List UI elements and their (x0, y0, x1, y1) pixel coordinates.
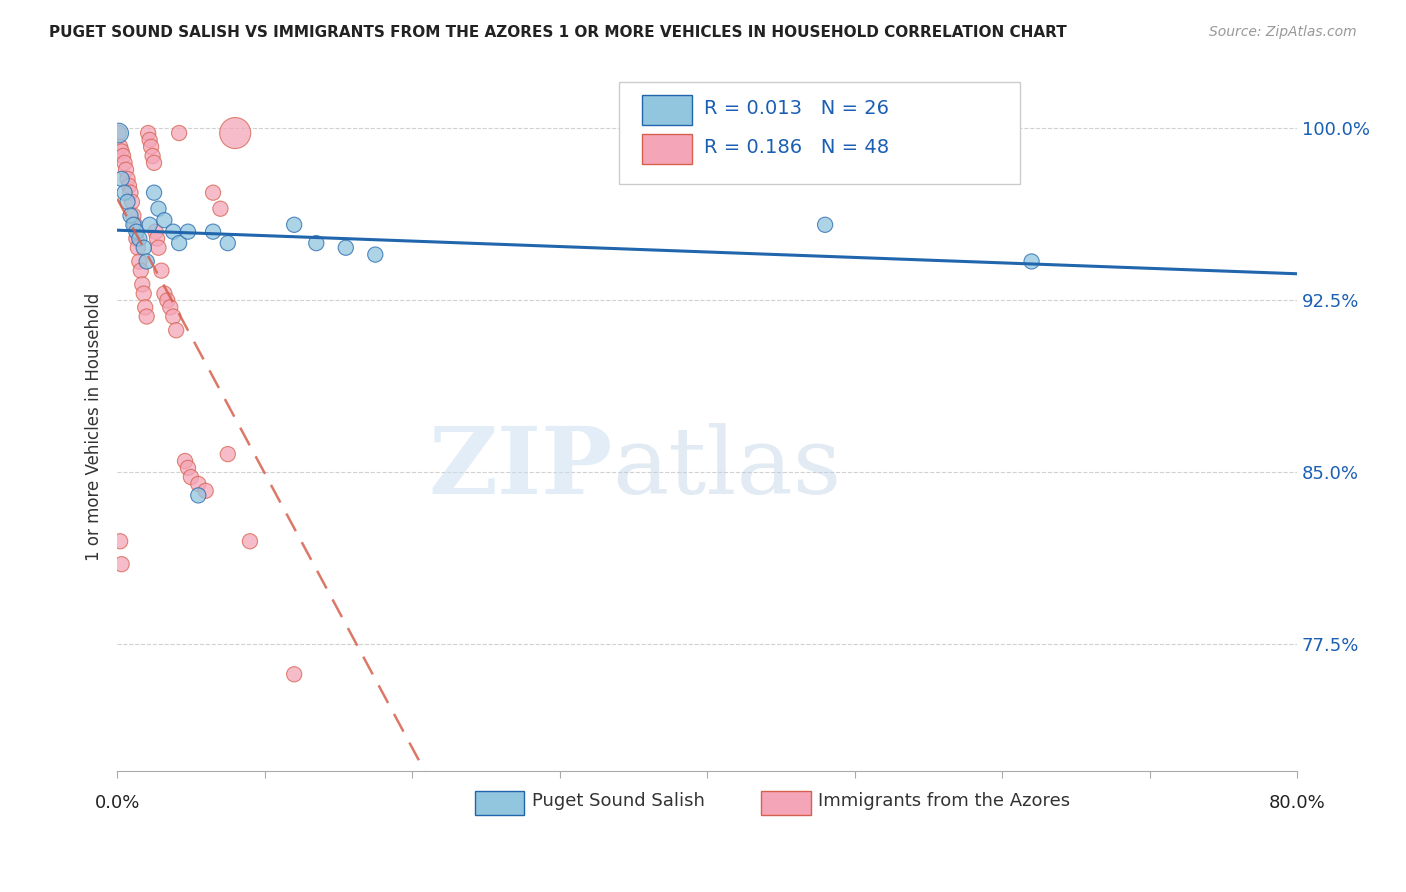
Point (117, 194, 139, 209)
Point (112, 149, 135, 163)
Text: atlas: atlas (613, 423, 842, 513)
Point (187, 488, 209, 502)
Point (124, 218, 146, 232)
Point (143, 186, 166, 200)
Point (202, 225, 225, 239)
Point (131, 277, 153, 292)
Point (217, 447, 239, 461)
Point (148, 241, 170, 255)
Text: Puget Sound Salish: Puget Sound Salish (533, 792, 706, 810)
Point (120, 209, 142, 223)
Point (122, 209, 145, 223)
Text: Immigrants from the Azores: Immigrants from the Azores (818, 792, 1070, 810)
Point (177, 225, 200, 239)
Point (121, 194, 143, 209)
Point (132, 286, 155, 301)
Point (135, 254, 157, 268)
Point (110, 558, 132, 572)
Point (115, 162, 138, 177)
Text: R = 0.186   N = 48: R = 0.186 N = 48 (703, 137, 889, 157)
Point (239, 534, 262, 549)
FancyBboxPatch shape (643, 134, 692, 164)
Point (139, 140, 162, 154)
Point (134, 301, 156, 315)
Point (209, 202, 232, 216)
Point (283, 218, 305, 232)
Point (145, 225, 167, 239)
Point (129, 263, 152, 277)
Text: 80.0%: 80.0% (1268, 794, 1326, 812)
Point (138, 133, 160, 147)
Point (165, 323, 187, 337)
Point (107, 126, 129, 140)
Text: R = 0.013   N = 26: R = 0.013 N = 26 (703, 98, 889, 118)
Point (117, 172, 139, 186)
Point (180, 470, 202, 484)
FancyBboxPatch shape (475, 791, 524, 814)
Point (135, 310, 157, 324)
Point (153, 286, 176, 301)
Point (283, 667, 305, 681)
Text: Source: ZipAtlas.com: Source: ZipAtlas.com (1209, 25, 1357, 39)
Point (167, 126, 190, 140)
Point (136, 126, 159, 140)
Point (143, 156, 166, 170)
Text: ZIP: ZIP (429, 423, 613, 513)
Point (122, 218, 145, 232)
Point (814, 218, 837, 232)
Point (194, 483, 217, 498)
Point (174, 454, 197, 468)
Point (159, 301, 181, 315)
Point (108, 140, 131, 154)
FancyBboxPatch shape (619, 82, 1019, 184)
Point (162, 225, 184, 239)
Y-axis label: 1 or more Vehicles in Household: 1 or more Vehicles in Household (86, 293, 103, 561)
FancyBboxPatch shape (762, 791, 811, 814)
Point (138, 218, 160, 232)
Point (142, 149, 165, 163)
Point (187, 477, 209, 491)
Point (148, 202, 170, 216)
Point (1021, 254, 1043, 268)
Point (128, 254, 150, 268)
Point (120, 186, 142, 200)
Point (335, 241, 357, 255)
Point (108, 534, 131, 549)
Point (224, 126, 246, 140)
Point (114, 186, 136, 200)
Point (364, 247, 387, 261)
Point (125, 225, 148, 239)
Point (202, 186, 225, 200)
Point (217, 236, 239, 251)
Text: 0.0%: 0.0% (94, 794, 139, 812)
Point (118, 178, 141, 193)
Point (132, 241, 155, 255)
Point (153, 213, 176, 227)
Point (114, 156, 136, 170)
Point (156, 293, 179, 308)
Point (146, 231, 169, 245)
Point (177, 461, 200, 475)
FancyBboxPatch shape (643, 95, 692, 125)
Point (150, 263, 173, 277)
Point (125, 231, 148, 245)
Point (128, 231, 150, 245)
Point (305, 236, 328, 251)
Text: PUGET SOUND SALISH VS IMMIGRANTS FROM THE AZORES 1 OR MORE VEHICLES IN HOUSEHOLD: PUGET SOUND SALISH VS IMMIGRANTS FROM TH… (49, 25, 1067, 40)
Point (167, 236, 190, 251)
Point (110, 172, 132, 186)
Point (127, 241, 149, 255)
Point (110, 145, 132, 159)
Point (162, 310, 184, 324)
Point (107, 126, 129, 140)
